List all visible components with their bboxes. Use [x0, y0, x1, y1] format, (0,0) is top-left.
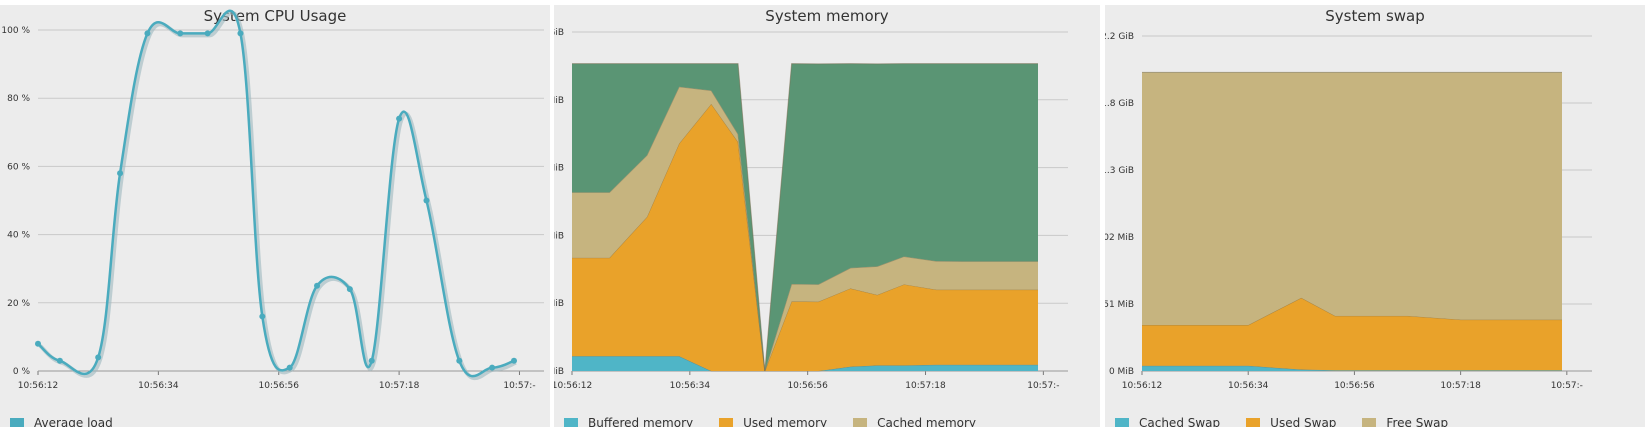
y-tick-label: 20 %: [7, 299, 30, 309]
series-line-average-load: [37, 9, 515, 378]
series-line-shadow: [38, 10, 517, 380]
area-edge: [572, 63, 1038, 372]
x-tick-label: 10:56:56: [1334, 381, 1375, 391]
area-used-swap[interactable]: [1142, 297, 1562, 371]
x-tick-label: 10:56:12: [1122, 381, 1162, 391]
legend-label: Cached Swap: [1139, 416, 1221, 427]
data-point[interactable]: [489, 364, 496, 371]
memory-legend: Buffered memory Used memory Cached memor…: [564, 416, 976, 427]
y-tick-label: 1.8 GiB: [1105, 99, 1134, 109]
data-point[interactable]: [204, 30, 211, 37]
data-point[interactable]: [346, 286, 353, 293]
area-free-memory[interactable]: [572, 63, 1038, 371]
area-buffered-memory[interactable]: [572, 356, 1038, 371]
memory-plot: 0 MiB 219 MiB 438 MiB 657 MiB 876 MiB 1.1 GiB…: [554, 28, 1068, 391]
data-point[interactable]: [423, 197, 430, 204]
data-point[interactable]: [144, 30, 151, 37]
x-tick-label: 10:56:12: [18, 381, 58, 391]
data-point[interactable]: [35, 340, 41, 347]
swap-plot: 0 MiB 451 MiB 902 MiB 1.3 GiB 1.8 GiB 2.2 GiB…: [1105, 32, 1592, 391]
data-point[interactable]: [237, 30, 244, 37]
y-tick-label: 0 %: [13, 367, 31, 377]
legend-label: Average load: [34, 416, 113, 427]
y-tick-label: 451 MiB: [1105, 300, 1134, 310]
x-tick-label: 10:56:34: [138, 381, 179, 391]
data-point[interactable]: [314, 282, 321, 289]
area-free-swap[interactable]: [1142, 72, 1562, 325]
legend-item-free-swap[interactable]: Free Swap: [1362, 416, 1448, 427]
data-point[interactable]: [456, 357, 463, 364]
y-tick-label: 876 MiB: [554, 96, 564, 106]
legend-item-cached-swap[interactable]: Cached Swap: [1115, 416, 1220, 427]
y-tick-label: 0 MiB: [554, 367, 564, 377]
x-tick-label: 10:57:-: [1551, 381, 1583, 391]
x-tick-label: 10:56:34: [670, 381, 711, 391]
legend-label: Used Swap: [1270, 416, 1337, 427]
x-tick-label: 10:57:18: [905, 381, 946, 391]
cpu-usage-plot: 0 % 20 % 40 % 60 % 80 % 100 % 10:56:12 10:56:34…: [1, 9, 544, 391]
y-tick-label: 40 %: [7, 231, 30, 241]
legend-item-cached-memory[interactable]: Cached memory: [853, 416, 976, 427]
swap-legend: Cached Swap Used Swap Free Swap: [1115, 416, 1448, 427]
y-tick-label: 902 MiB: [1105, 233, 1134, 243]
legend-item-average-load[interactable]: Average load: [10, 416, 113, 427]
y-tick-label: 1.1 GiB: [554, 28, 564, 38]
y-tick-label: 1.3 GiB: [1105, 166, 1134, 176]
swap-panel: System swap 0 MiB 451 MiB 902 MiB 1.3 GiB 1.…: [1105, 5, 1645, 427]
cpu-usage-panel: System CPU Usage 0 % 20 % 40 % 60 % 80 % 100 …: [0, 5, 550, 427]
legend-label: Used memory: [743, 416, 828, 427]
x-tick-label: 10:57:-: [1027, 381, 1059, 391]
legend-swatch: [1362, 418, 1377, 427]
area-cached-swap[interactable]: [1142, 365, 1562, 371]
legend-swatch: [1246, 418, 1261, 427]
chart-title: System memory: [765, 7, 889, 25]
legend-label: Buffered memory: [588, 416, 694, 427]
legend-label: Cached memory: [877, 416, 977, 427]
data-point[interactable]: [286, 364, 293, 371]
y-tick-label: 657 MiB: [554, 164, 564, 174]
data-point[interactable]: [511, 357, 517, 364]
legend-swatch: [853, 418, 868, 427]
x-tick-label: 10:57:18: [379, 381, 420, 391]
data-point[interactable]: [368, 357, 375, 364]
data-point[interactable]: [95, 354, 102, 361]
data-point[interactable]: [56, 357, 63, 364]
x-tick-label: 10:57:-: [503, 381, 535, 391]
memory-panel: System memory 0 MiB 219 MiB 438 MiB 657 MiB…: [554, 5, 1100, 427]
legend-swatch: [719, 418, 734, 427]
x-tick-label: 10:56:56: [787, 381, 828, 391]
y-tick-label: 219 MiB: [554, 299, 564, 309]
data-point[interactable]: [117, 170, 124, 177]
legend-swatch: [1115, 418, 1129, 427]
x-tick-label: 10:57:18: [1440, 381, 1481, 391]
legend-swatch: [564, 418, 578, 427]
data-point[interactable]: [259, 313, 266, 320]
y-tick-label: 2.2 GiB: [1105, 32, 1134, 42]
x-tick-label: 10:56:56: [259, 381, 300, 391]
legend-item-used-memory[interactable]: Used memory: [719, 416, 827, 427]
area-used-memory[interactable]: [572, 103, 1038, 372]
y-tick-label: 60 %: [7, 162, 30, 172]
legend-item-buffered-memory[interactable]: Buffered memory: [564, 416, 693, 427]
y-tick-label: 0 MiB: [1109, 367, 1134, 377]
y-tick-label: 438 MiB: [554, 231, 564, 241]
legend-swatch: [10, 418, 24, 427]
y-tick-label: 80 %: [7, 94, 30, 104]
legend-label: Free Swap: [1386, 416, 1449, 427]
cpu-legend: Average load: [10, 416, 113, 427]
y-tick-label: 100 %: [1, 26, 30, 36]
x-tick-label: 10:56:12: [554, 381, 592, 391]
x-tick-label: 10:56:34: [1228, 381, 1269, 391]
data-point[interactable]: [396, 115, 403, 122]
chart-title: System swap: [1325, 7, 1425, 25]
legend-item-used-swap[interactable]: Used Swap: [1246, 416, 1336, 427]
data-point[interactable]: [177, 30, 184, 37]
